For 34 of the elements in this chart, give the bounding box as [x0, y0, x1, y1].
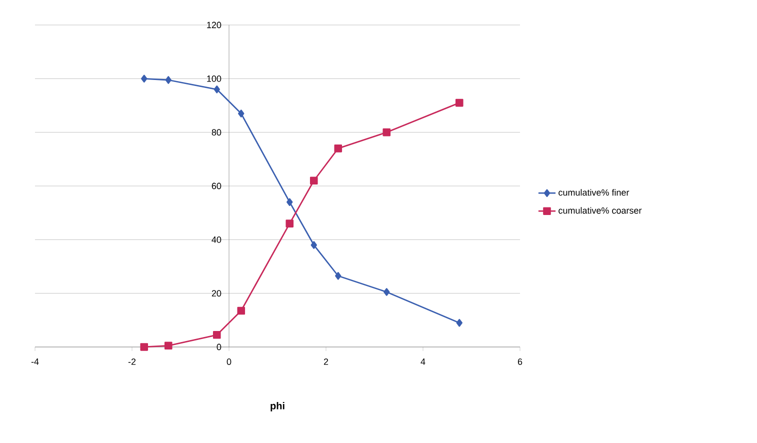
legend-label: cumulative% finer — [558, 189, 630, 196]
point — [237, 306, 246, 315]
point — [456, 318, 462, 327]
y-tick-label: 20 — [212, 290, 222, 297]
point — [455, 98, 464, 107]
point — [286, 198, 293, 206]
point — [165, 76, 172, 84]
x-tick-label: 0 — [226, 358, 232, 365]
point — [334, 144, 342, 152]
point — [310, 241, 317, 249]
y-tick-label: 0 — [216, 344, 222, 350]
x-tick-label: -4 — [31, 358, 39, 365]
point — [335, 272, 342, 280]
x-tick-label: 2 — [324, 358, 328, 365]
point — [164, 342, 172, 350]
point — [382, 128, 391, 136]
x-tick-label: -2 — [128, 358, 136, 365]
point — [310, 176, 318, 185]
y-tick-label: 120 — [207, 22, 222, 28]
point — [214, 85, 220, 94]
x-tick-label: 6 — [518, 358, 522, 365]
point — [286, 220, 294, 228]
point — [141, 74, 148, 83]
y-tick-label: 80 — [212, 129, 222, 136]
point — [384, 288, 390, 296]
y-tick-label: 100 — [207, 75, 222, 82]
y-tick-label: 60 — [212, 182, 222, 190]
y-tick-label: 40 — [212, 236, 222, 243]
x-axis-title: phi — [270, 402, 284, 412]
point — [212, 331, 221, 339]
x-tick-label: 4 — [420, 358, 426, 365]
point — [238, 110, 244, 118]
legend-label: cumulative% coarser — [558, 207, 642, 214]
point — [140, 343, 148, 351]
